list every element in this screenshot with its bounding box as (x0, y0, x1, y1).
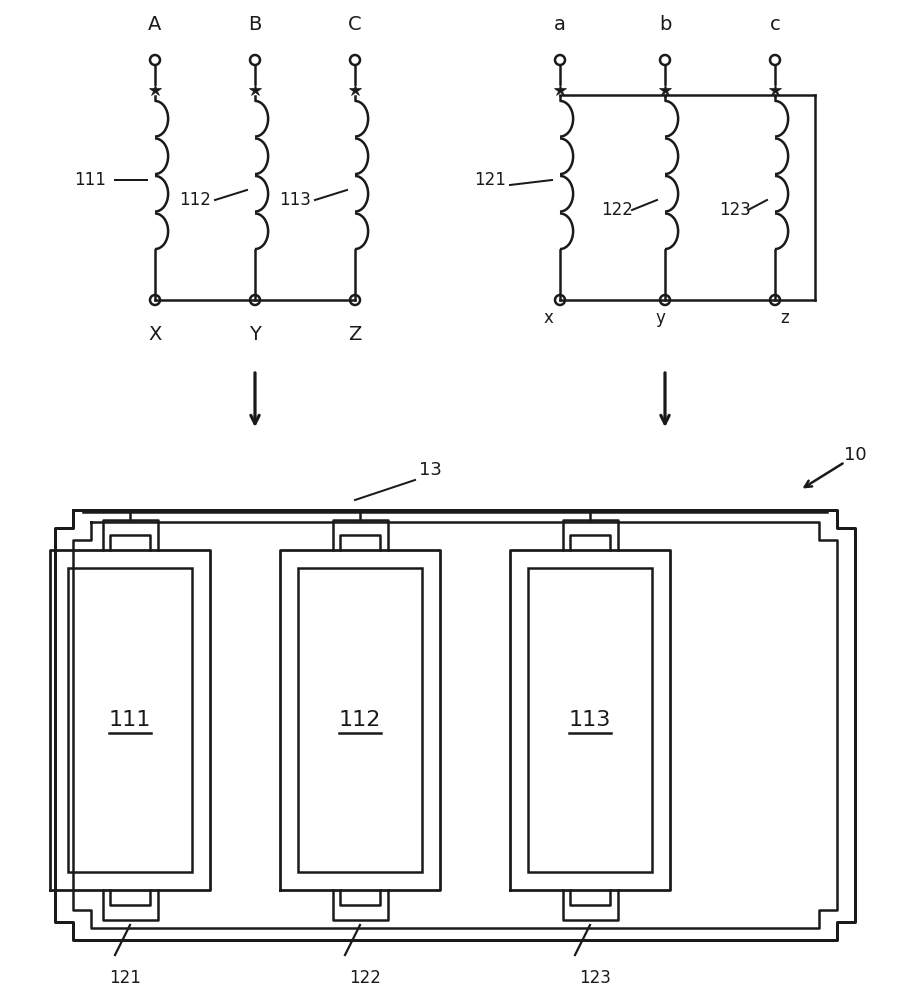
Text: 10: 10 (844, 446, 866, 464)
Text: 113: 113 (279, 191, 311, 209)
Text: 112: 112 (179, 191, 211, 209)
Text: x: x (543, 309, 553, 327)
Text: A: A (148, 15, 162, 34)
Text: C: C (348, 15, 362, 34)
Text: 122: 122 (349, 969, 381, 987)
FancyBboxPatch shape (298, 568, 422, 872)
Text: 123: 123 (579, 969, 611, 987)
Text: 111: 111 (109, 710, 151, 730)
FancyBboxPatch shape (68, 568, 192, 872)
Text: B: B (248, 15, 262, 34)
Text: Z: Z (348, 326, 362, 344)
Text: 113: 113 (569, 710, 611, 730)
Text: Y: Y (249, 326, 261, 344)
Text: 13: 13 (418, 461, 442, 479)
Text: 121: 121 (109, 969, 141, 987)
Text: 123: 123 (719, 201, 751, 219)
Text: X: X (148, 326, 162, 344)
Text: 122: 122 (601, 201, 633, 219)
Text: y: y (655, 309, 665, 327)
Text: a: a (554, 15, 566, 34)
Text: 112: 112 (339, 710, 381, 730)
Text: 111: 111 (74, 171, 106, 189)
Text: z: z (781, 309, 789, 327)
Text: b: b (659, 15, 671, 34)
Text: 121: 121 (474, 171, 506, 189)
FancyBboxPatch shape (528, 568, 652, 872)
Text: c: c (770, 15, 780, 34)
